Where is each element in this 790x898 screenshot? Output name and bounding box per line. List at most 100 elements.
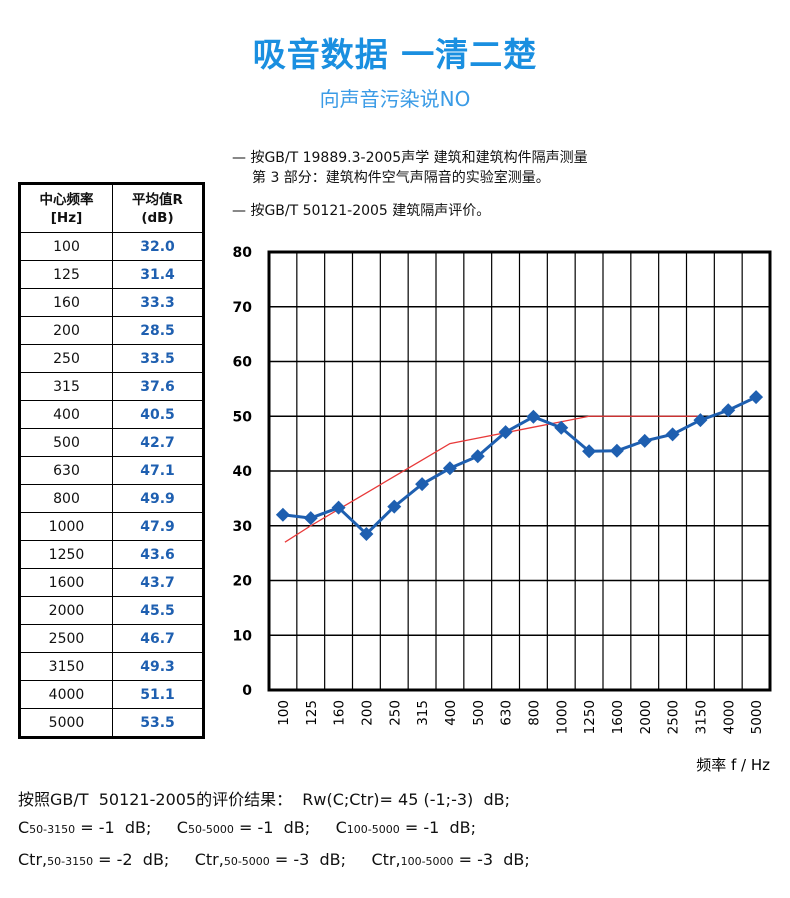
data-point-marker <box>331 500 346 515</box>
frequency-cell: 3150 <box>19 652 113 681</box>
r-value-cell: 43.7 <box>112 568 204 597</box>
ctr1-label: Ctr, <box>18 850 48 869</box>
y-tick-label: 30 <box>233 519 253 535</box>
c3-label: C <box>335 818 347 837</box>
table-row: 630 47.1 <box>19 456 204 485</box>
table-row: 160 33.3 <box>19 288 204 317</box>
x-tick-label: 400 <box>443 700 459 726</box>
ctr3-value: = -3 dB; <box>453 850 530 869</box>
frequency-cell: 630 <box>19 456 113 485</box>
x-tick-label: 1000 <box>554 700 570 734</box>
ctr2-label: Ctr, <box>194 850 224 869</box>
c2-label: C <box>176 818 188 837</box>
col-header-r-label: 平均值R <box>132 191 183 208</box>
ctr1-range: 50-3150 <box>47 855 94 868</box>
y-tick-label: 0 <box>242 683 252 699</box>
r-value-cell: 28.5 <box>112 316 204 345</box>
frequency-cell: 125 <box>19 260 113 289</box>
c1-value: = -1 dB; <box>75 818 177 837</box>
y-tick-label: 80 <box>233 245 253 261</box>
r-value-cell: 33.5 <box>112 344 204 373</box>
y-tick-label: 50 <box>233 409 253 425</box>
frequency-cell: 315 <box>19 372 113 401</box>
x-tick-label: 2500 <box>666 700 682 734</box>
r-value-cell: 53.5 <box>112 708 204 738</box>
table-row: 200 28.5 <box>19 316 204 345</box>
table-row: 2500 46.7 <box>19 624 204 653</box>
y-tick-label: 10 <box>233 628 253 644</box>
c2-range: 50-5000 <box>187 823 234 836</box>
page-subtitle: 向声音污染说NO <box>319 87 471 111</box>
standard-line-2: 第 3 部分：建筑构件空气声隔音的实验室测量。 <box>252 170 550 186</box>
r-value-cell: 37.6 <box>112 372 204 401</box>
data-point-marker <box>721 403 736 418</box>
data-point-marker <box>665 427 680 442</box>
data-point-marker <box>498 425 513 440</box>
r-value-cell: 43.6 <box>112 540 204 569</box>
table-row: 250 33.5 <box>19 344 204 373</box>
result-ctr-values: Ctr,50-3150 = -2 dB; Ctr,50-5000 = -3 dB… <box>18 850 530 869</box>
x-tick-label: 800 <box>526 700 542 726</box>
sound-insulation-chart: 0 10 20 30 40 50 60 70 80 100 125 160 200 250 315 400 50… <box>233 245 772 774</box>
x-tick-label: 125 <box>304 700 320 726</box>
x-tick-label: 630 <box>499 700 515 726</box>
x-tick-label: 315 <box>415 700 431 726</box>
frequency-cell: 100 <box>19 232 113 261</box>
x-tick-label: 160 <box>332 700 348 726</box>
r-value-cell: 42.7 <box>112 428 204 457</box>
x-tick-label: 1250 <box>582 700 598 734</box>
reference-curve <box>284 415 701 543</box>
frequency-cell: 160 <box>19 288 113 317</box>
table-row: 1250 43.6 <box>19 540 204 569</box>
x-tick-label: 5000 <box>749 700 765 734</box>
data-point-marker <box>554 420 569 435</box>
result-c-values: C50-3150 = -1 dB; C50-5000 = -1 dB; C100… <box>18 818 476 837</box>
result-rw: 按照GB/T 50121-2005的评价结果： Rw(C;Ctr)= 45 (-… <box>18 790 510 809</box>
data-point-marker <box>749 390 764 405</box>
data-point-marker <box>303 511 318 526</box>
c3-value: = -1 dB; <box>399 818 476 837</box>
col-header-frequency-label: 中心频率 <box>39 191 94 208</box>
col-header-frequency: 中心频率 [Hz] <box>19 183 113 233</box>
data-table: 中心频率 [Hz] 平均值R (dB) 100 32.0 125 31.4 160 33.3 2… <box>18 182 205 739</box>
x-tick-label: 4000 <box>721 700 737 734</box>
data-point-marker <box>387 499 402 514</box>
table-row: 3150 49.3 <box>19 652 204 681</box>
x-tick-label: 2000 <box>638 700 654 734</box>
r-value-cell: 31.4 <box>112 260 204 289</box>
data-point-marker <box>275 507 290 522</box>
data-point-marker <box>526 409 541 424</box>
y-tick-label: 60 <box>233 355 253 371</box>
standard-line-3: — 按GB/T 50121-2005 建筑隔声评价。 <box>232 203 491 219</box>
x-tick-label: 500 <box>471 700 487 726</box>
x-axis-label: 频率 f / Hz <box>696 756 770 774</box>
table-row: 800 49.9 <box>19 484 204 513</box>
page-title: 吸音数据 一清二楚 <box>252 35 538 74</box>
table-row: 100 32.0 <box>19 232 204 261</box>
y-tick-label: 70 <box>233 300 253 316</box>
x-tick-label: 3150 <box>693 700 709 734</box>
r-value-cell: 33.3 <box>112 288 204 317</box>
table-row: 315 37.6 <box>19 372 204 401</box>
frequency-cell: 250 <box>19 344 113 373</box>
r-value-cell: 32.0 <box>112 232 204 261</box>
ctr1-value: = -2 dB; <box>93 850 195 869</box>
data-point-marker <box>359 526 374 541</box>
y-tick-label: 20 <box>233 574 253 590</box>
col-header-r: 平均值R (dB) <box>112 183 204 233</box>
x-tick-label: 200 <box>359 700 375 726</box>
r-value-cell: 51.1 <box>112 680 204 709</box>
col-header-r-unit: (dB) <box>141 209 174 226</box>
table-row: 500 42.7 <box>19 428 204 457</box>
x-tick-label: 250 <box>387 700 403 726</box>
y-tick-label: 40 <box>233 464 253 480</box>
data-point-marker <box>637 433 652 448</box>
ctr2-value: = -3 dB; <box>269 850 372 869</box>
x-tick-label: 100 <box>276 700 292 726</box>
frequency-cell: 1250 <box>19 540 113 569</box>
data-point-marker <box>442 461 457 476</box>
data-point-marker <box>415 477 430 492</box>
r-value-cell: 47.1 <box>112 456 204 485</box>
data-point-marker <box>609 443 624 458</box>
table-row: 1600 43.7 <box>19 568 204 597</box>
